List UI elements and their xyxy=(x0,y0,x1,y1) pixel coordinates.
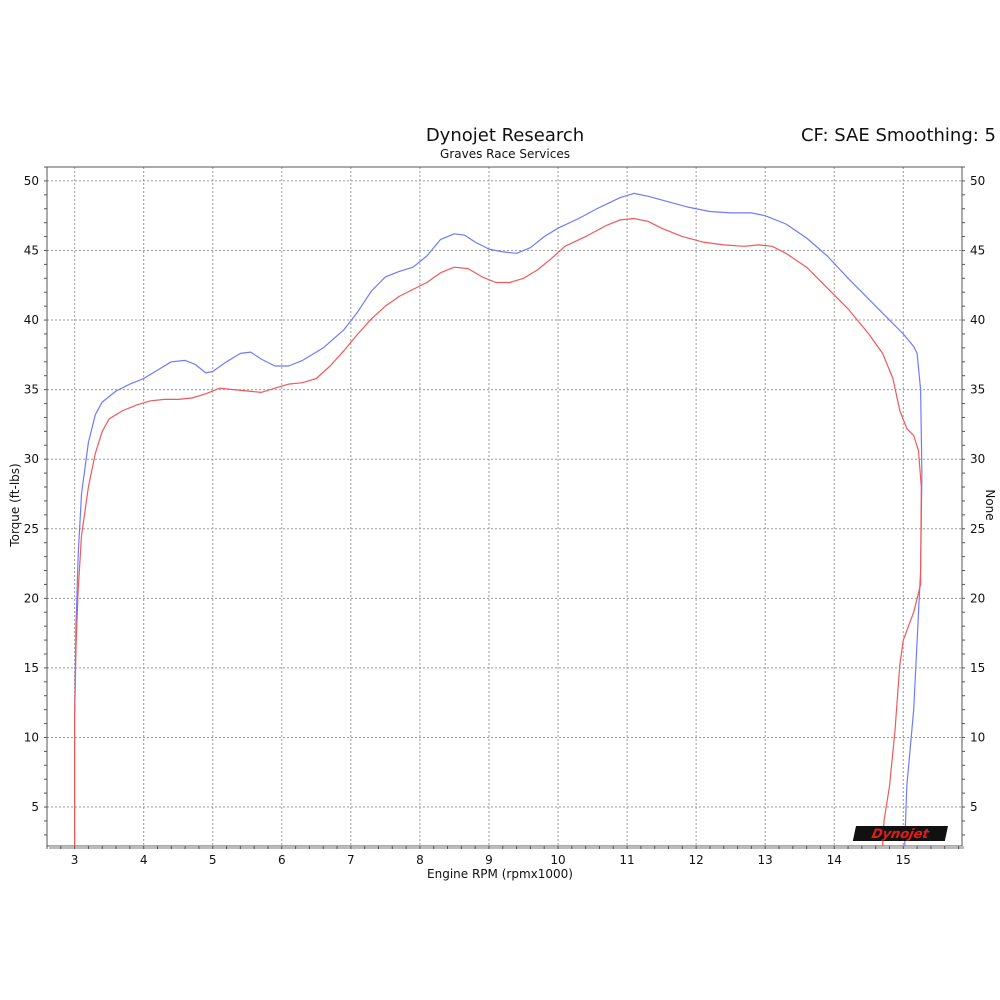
y2-tick-label: 30 xyxy=(970,452,985,466)
x-tick-label: 7 xyxy=(347,853,355,867)
x-tick-label: 12 xyxy=(688,853,703,867)
y-axis-label: Torque (ft-lbs) xyxy=(8,463,22,547)
y-tick-label: 40 xyxy=(24,313,39,327)
x-tick-label: 3 xyxy=(71,853,79,867)
y-tick-label: 20 xyxy=(24,591,39,605)
chart-title: Dynojet Research xyxy=(426,125,584,146)
y2-tick-label: 20 xyxy=(970,591,985,605)
x-axis-label: Engine RPM (rpmx1000) xyxy=(427,867,573,881)
y-tick-label: 45 xyxy=(24,243,39,257)
x-tick-label: 9 xyxy=(485,853,493,867)
grid-lines xyxy=(47,167,962,846)
y-tick-label: 10 xyxy=(24,730,39,744)
y2-axis-label: None xyxy=(983,489,997,520)
y-tick-label: 25 xyxy=(24,522,39,536)
y2-tick-label: 25 xyxy=(970,522,985,536)
x-tick-label: 11 xyxy=(619,853,634,867)
x-tick-label: 5 xyxy=(209,853,217,867)
y-tick-label: 5 xyxy=(31,800,39,814)
x-tick-label: 6 xyxy=(278,853,286,867)
y-tick-label: 35 xyxy=(24,383,39,397)
y-axis-left-ticks: 5 10 15 20 25 30 35 40 45 50 xyxy=(24,166,47,836)
plot-frame-shadow xyxy=(49,846,964,849)
y2-tick-label: 35 xyxy=(970,383,985,397)
x-tick-label: 14 xyxy=(827,853,842,867)
x-axis-ticks: 3 4 5 6 7 8 9 10 11 12 13 14 15 xyxy=(46,846,960,867)
y2-tick-label: 50 xyxy=(970,174,985,188)
y-tick-label: 15 xyxy=(24,661,39,675)
plot-frame xyxy=(46,166,963,847)
y2-tick-label: 15 xyxy=(970,661,985,675)
y-tick-label: 30 xyxy=(24,452,39,466)
x-tick-label: 4 xyxy=(140,853,148,867)
y-tick-label: 50 xyxy=(24,174,39,188)
y2-tick-label: 5 xyxy=(970,800,978,814)
series-line-2 xyxy=(74,217,922,847)
y2-tick-label: 45 xyxy=(970,243,985,257)
y2-tick-label: 40 xyxy=(970,313,985,327)
x-tick-label: 10 xyxy=(550,853,565,867)
x-tick-label: 15 xyxy=(896,853,911,867)
correction-factor-label: CF: SAE Smoothing: 5 xyxy=(801,125,996,146)
series-layer xyxy=(74,192,923,847)
x-tick-label: 8 xyxy=(416,853,424,867)
dynojet-logo-text: Dynojet xyxy=(870,827,931,842)
y-axis-right-ticks: 5 10 15 20 25 30 35 40 45 50 xyxy=(962,166,985,836)
y2-tick-label: 10 xyxy=(970,730,985,744)
series-line-1 xyxy=(74,192,923,847)
dynojet-logo: Dynojet xyxy=(852,826,948,842)
chart-subtitle: Graves Race Services xyxy=(440,147,570,161)
x-tick-label: 13 xyxy=(758,853,773,867)
